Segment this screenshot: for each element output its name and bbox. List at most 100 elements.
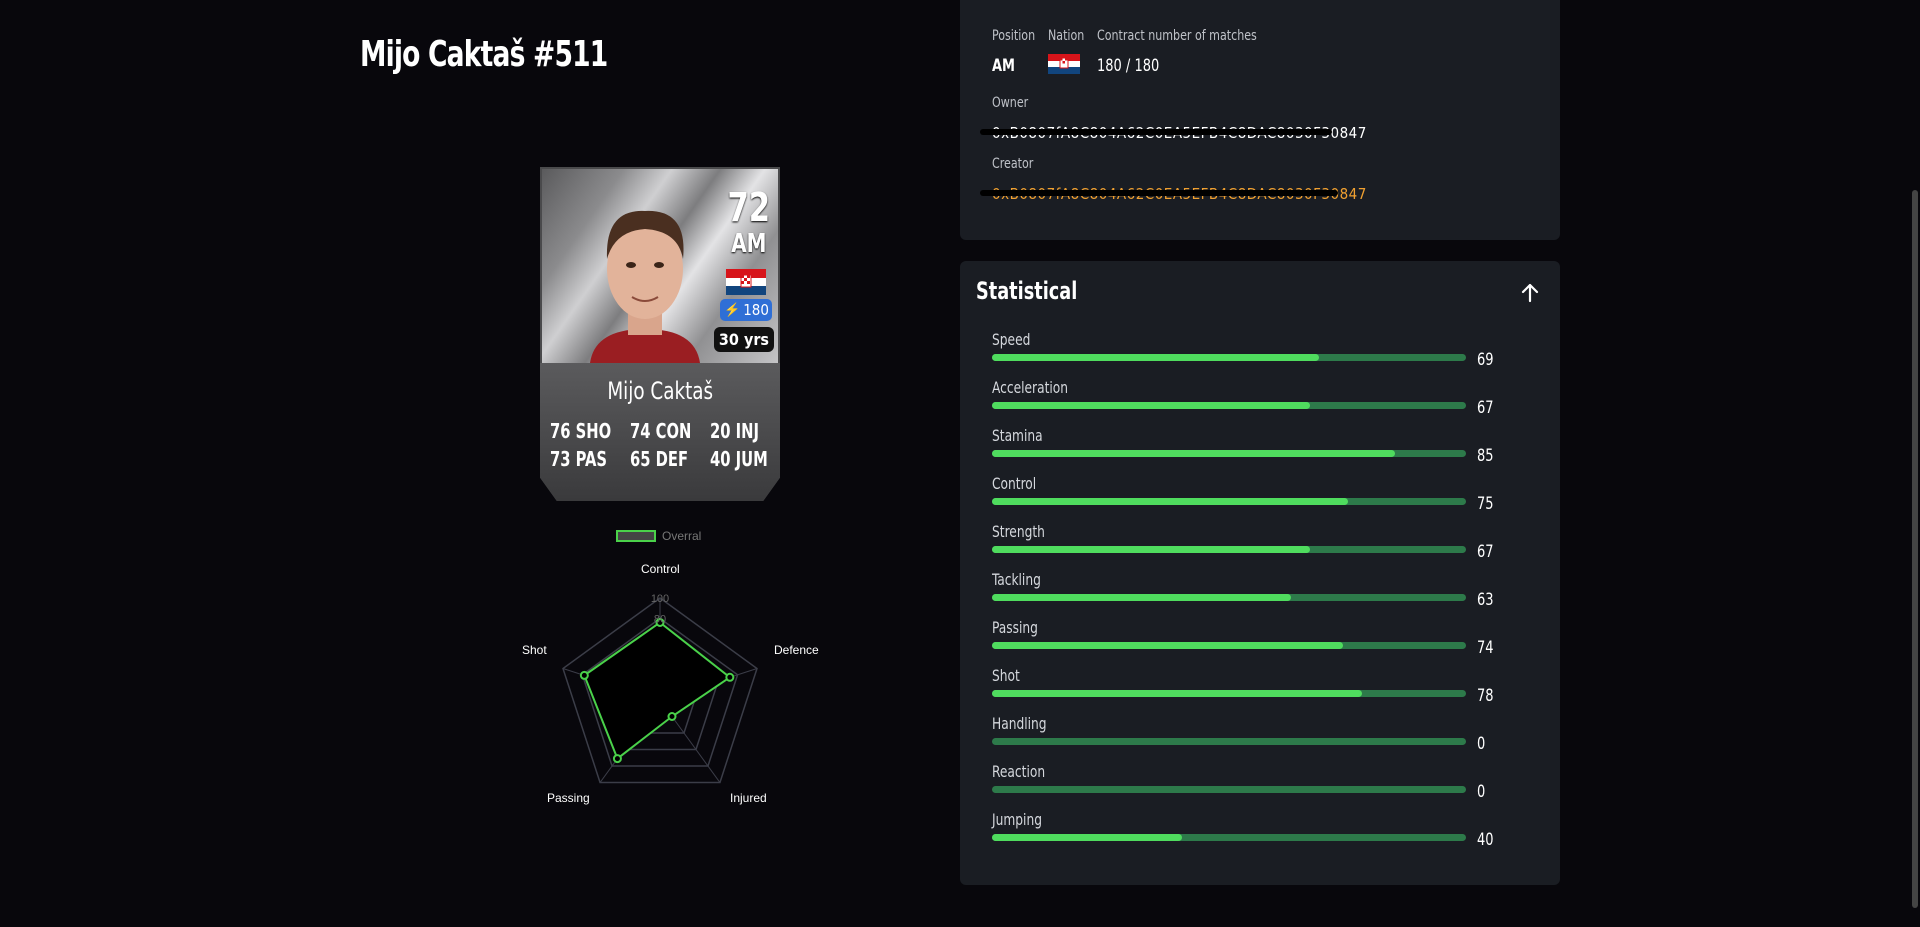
stat-row-strength: Strength 67 bbox=[992, 522, 1512, 570]
stat-bar-fill bbox=[992, 642, 1343, 649]
scrollbar[interactable] bbox=[1908, 0, 1920, 927]
card-stat: 74 CON bbox=[630, 419, 692, 443]
contract-value: 180 / 180 bbox=[1097, 56, 1160, 76]
stat-bar-track bbox=[992, 786, 1466, 793]
card-position: AM bbox=[730, 229, 766, 259]
croatia-flag-icon bbox=[726, 269, 766, 295]
radar-series-overral bbox=[583, 621, 732, 761]
redaction-mark bbox=[980, 129, 1332, 135]
radar-tick-label: 100 bbox=[651, 593, 669, 605]
stat-row-handling: Handling 0 bbox=[992, 714, 1512, 762]
stat-value: 69 bbox=[1477, 350, 1494, 370]
radar-grid-ring bbox=[581, 617, 739, 767]
radar-legend[interactable]: Overral bbox=[616, 529, 701, 543]
stat-label: Shot bbox=[992, 666, 1020, 685]
card-matches-value: 180 bbox=[743, 301, 769, 319]
stat-bar-track bbox=[992, 450, 1466, 457]
creator-label: Creator bbox=[992, 156, 1034, 172]
radar-axis-label: Injured bbox=[730, 791, 767, 805]
card-stat: 20 INJ bbox=[710, 419, 759, 443]
stat-bar-fill bbox=[992, 354, 1320, 361]
stat-label: Jumping bbox=[992, 810, 1042, 829]
radar-axis-label: Passing bbox=[547, 791, 590, 805]
stat-label: Stamina bbox=[992, 426, 1043, 445]
card-stat: 76 SHO bbox=[550, 419, 612, 443]
stat-bar-track bbox=[992, 354, 1466, 361]
radar-point[interactable] bbox=[667, 712, 677, 722]
scrollbar-thumb[interactable] bbox=[1912, 190, 1918, 908]
stat-row-shot: Shot 78 bbox=[992, 666, 1512, 714]
stat-bar-fill bbox=[992, 402, 1310, 409]
radar-point[interactable] bbox=[612, 754, 622, 764]
stat-value: 85 bbox=[1477, 446, 1494, 466]
stat-label: Strength bbox=[992, 522, 1045, 541]
card-stat: 40 JUM bbox=[710, 447, 768, 471]
stat-bar-fill bbox=[992, 834, 1182, 841]
stat-bar-track bbox=[992, 498, 1466, 505]
card-stat: 73 PAS bbox=[550, 447, 608, 471]
stat-label: Reaction bbox=[992, 762, 1046, 781]
position-label: Position bbox=[992, 28, 1036, 44]
radar-grid-ring bbox=[562, 597, 758, 784]
collapse-arrow-up-icon[interactable] bbox=[1518, 281, 1542, 305]
stat-label: Speed bbox=[992, 330, 1031, 349]
stat-label: Acceleration bbox=[992, 378, 1069, 397]
statistical-title: Statistical bbox=[976, 277, 1078, 305]
stat-row-tackling: Tackling 63 bbox=[992, 570, 1512, 618]
stat-row-acceleration: Acceleration 67 bbox=[992, 378, 1512, 426]
stat-row-passing: Passing 74 bbox=[992, 618, 1512, 666]
stat-label: Control bbox=[992, 474, 1037, 493]
radar-axis-label: Defence bbox=[774, 643, 819, 657]
stat-value: 40 bbox=[1477, 830, 1494, 850]
stat-bar-track bbox=[992, 402, 1466, 409]
card-rating: 72 bbox=[727, 185, 770, 231]
nation-label: Nation bbox=[1048, 28, 1085, 44]
stat-bar-fill bbox=[992, 690, 1362, 697]
stat-bar-track bbox=[992, 690, 1466, 697]
radar-point[interactable] bbox=[655, 617, 665, 627]
stat-bar-track bbox=[992, 834, 1466, 841]
contract-label: Contract number of matches bbox=[1097, 28, 1257, 44]
stat-row-control: Control 75 bbox=[992, 474, 1512, 522]
radar-point[interactable] bbox=[725, 672, 735, 682]
stat-value: 63 bbox=[1477, 590, 1494, 610]
stat-bar-fill bbox=[992, 450, 1395, 457]
radar-point[interactable] bbox=[579, 670, 589, 680]
legend-swatch bbox=[616, 530, 656, 542]
stat-bar-track bbox=[992, 642, 1466, 649]
player-photo bbox=[590, 210, 700, 363]
card-stat: 65 DEF bbox=[630, 447, 689, 471]
stat-bar-fill bbox=[992, 498, 1348, 505]
stat-row-jumping: Jumping 40 bbox=[992, 810, 1512, 858]
stat-row-speed: Speed 69 bbox=[992, 330, 1512, 378]
stat-bar-fill bbox=[992, 594, 1291, 601]
card-matches-badge: ⚡ 180 bbox=[720, 299, 772, 321]
stat-value: 78 bbox=[1477, 686, 1494, 706]
stat-value: 67 bbox=[1477, 542, 1494, 562]
stat-row-stamina: Stamina 85 bbox=[992, 426, 1512, 474]
card-stats: 76 SHO 74 CON 20 INJ 73 PAS 65 DEF 40 JU… bbox=[550, 419, 775, 471]
radar-chart: 100 80 bbox=[562, 593, 758, 784]
legend-label: Overral bbox=[662, 529, 702, 543]
lightning-icon: ⚡ bbox=[724, 302, 741, 317]
info-panel: Position AM Nation Contract number of ma… bbox=[960, 0, 1560, 240]
card-age-badge: 30 yrs bbox=[713, 327, 774, 352]
stat-value: 0 bbox=[1477, 782, 1486, 802]
stat-bar-track bbox=[992, 546, 1466, 553]
stat-bar-track bbox=[992, 738, 1466, 745]
croatia-flag-icon bbox=[1048, 54, 1080, 74]
owner-label: Owner bbox=[992, 95, 1029, 111]
stat-bar-fill bbox=[992, 546, 1310, 553]
player-card: 72 AM ⚡ 180 30 yrs Mijo Caktaš 76 SHO 74… bbox=[540, 167, 780, 501]
stat-value: 74 bbox=[1477, 638, 1494, 658]
card-player-name: Mijo Caktaš bbox=[607, 377, 713, 405]
stat-label: Handling bbox=[992, 714, 1047, 733]
stat-value: 67 bbox=[1477, 398, 1494, 418]
page-title: Mijo Caktaš #511 bbox=[360, 34, 608, 75]
stat-value: 0 bbox=[1477, 734, 1486, 754]
statistical-panel: Statistical Speed 69 Acceleration 67 Stamina… bbox=[960, 261, 1560, 885]
radar-axis-label: Shot bbox=[522, 643, 547, 657]
position-value: AM bbox=[992, 56, 1016, 76]
stat-label: Tackling bbox=[992, 570, 1041, 589]
stat-value: 75 bbox=[1477, 494, 1494, 514]
